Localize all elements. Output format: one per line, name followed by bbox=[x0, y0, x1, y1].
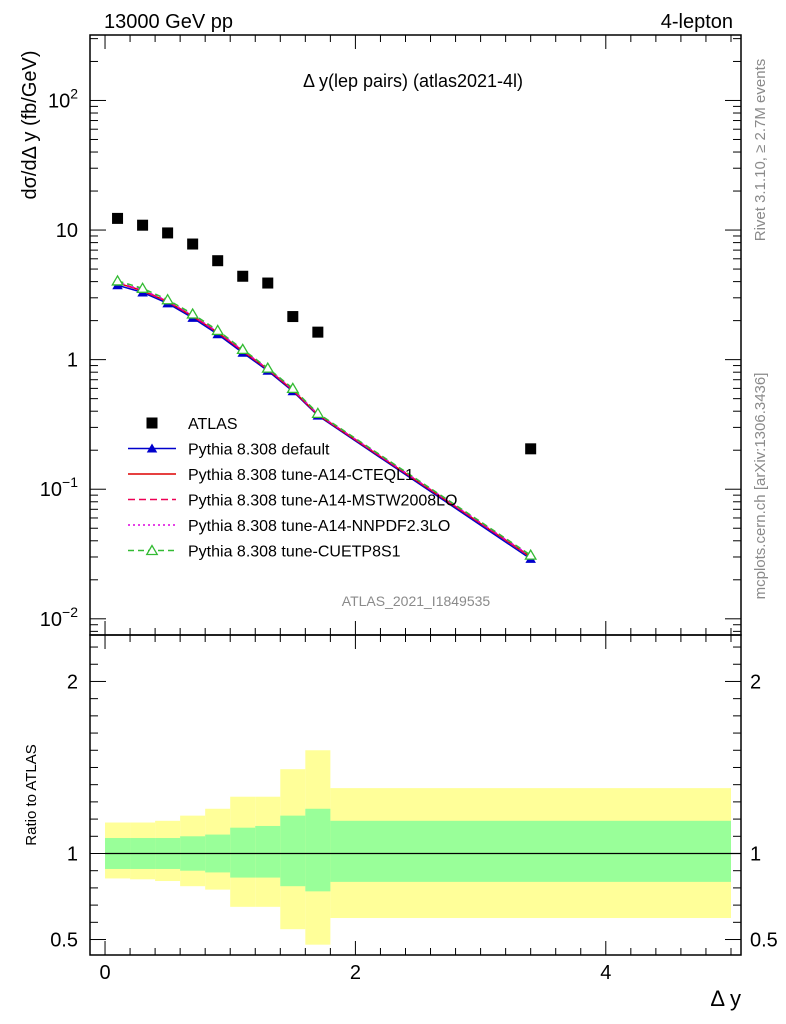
series-line bbox=[117, 280, 532, 556]
rivet-version-label: Rivet 3.1.10, ≥ 2.7M events bbox=[752, 59, 769, 242]
x-tick-label: 4 bbox=[600, 962, 611, 984]
legend: ATLAS Pythia 8.308 default Pythia 8.308 tu… bbox=[128, 416, 457, 561]
mcplots-reference-label: mcplots.cern.ch [arXiv:1306.3436] bbox=[752, 373, 769, 600]
legend-entry: ATLAS bbox=[146, 416, 238, 433]
legend-entry: Pythia 8.308 tune-CUETP8S1 bbox=[128, 544, 401, 561]
main-x-ticks bbox=[104, 35, 732, 635]
ratio-y-tick-label: 2 bbox=[67, 671, 78, 693]
stat-uncertainty-band bbox=[305, 808, 331, 892]
stat-uncertainty-band bbox=[255, 825, 281, 878]
main-y-tick-label: 10 bbox=[56, 220, 78, 242]
mc-point bbox=[111, 274, 124, 286]
analysis-watermark: ATLAS_2021_I1849535 bbox=[342, 593, 491, 609]
main-y-tick-label: 10−1 bbox=[40, 474, 78, 501]
main-y-tick-label: 10−2 bbox=[40, 604, 78, 631]
ratio-y-ticks: 0.5 0.5 1 1 2 2 bbox=[50, 646, 778, 952]
ratio-x-ticks: 0 2 4 bbox=[99, 635, 732, 984]
ratio-y-tick-label-right: 0.5 bbox=[750, 930, 778, 952]
mc-point bbox=[136, 282, 149, 293]
ratio-y-tick-label: 0.5 bbox=[50, 930, 78, 952]
legend-entry: Pythia 8.308 tune-A14-NNPDF2.3LO bbox=[128, 518, 450, 535]
legend-label: Pythia 8.308 tune-A14-MSTW2008LO bbox=[188, 493, 457, 510]
ratio-y-tick-label-right: 2 bbox=[750, 671, 761, 693]
series-0 bbox=[112, 212, 537, 455]
stat-uncertainty-band bbox=[230, 827, 256, 878]
mc-point bbox=[261, 361, 275, 373]
main-panel: 10−2 10−1 1 10 102 Δ y(lep pairs) (atlas2021… bbox=[19, 34, 742, 636]
legend-label: Pythia 8.308 tune-A14-CTEQL1 bbox=[188, 467, 414, 484]
mc-point bbox=[524, 548, 538, 560]
plot-title: Δ y(lep pairs) (atlas2021-4l) bbox=[303, 71, 523, 91]
ratio-y-tick-label-right: 1 bbox=[750, 843, 761, 865]
main-y-tick-label: 102 bbox=[48, 85, 78, 112]
ratio-panel-frame bbox=[89, 634, 742, 956]
legend-entry: Pythia 8.308 default bbox=[128, 442, 330, 459]
mc-point bbox=[286, 382, 300, 394]
ratio-band-layer bbox=[105, 750, 741, 945]
legend-marker bbox=[145, 544, 159, 556]
main-y-tick-label: 1 bbox=[67, 350, 78, 372]
legend-label: ATLAS bbox=[188, 416, 238, 433]
data-point bbox=[312, 326, 324, 338]
data-point bbox=[187, 238, 199, 250]
stat-uncertainty-band bbox=[330, 820, 731, 882]
series-5 bbox=[111, 274, 538, 560]
header-energy-label: 13000 GeV pp bbox=[104, 11, 233, 33]
data-point bbox=[237, 270, 249, 282]
mc-point bbox=[161, 293, 175, 305]
mc-point bbox=[311, 407, 325, 419]
header-process-label: 4-lepton bbox=[661, 11, 733, 33]
x-tick-label: 2 bbox=[350, 962, 361, 984]
ratio-panel: 0.5 0.5 1 1 2 2 0 2 4 Ratio to ATLAS Δ y bbox=[23, 634, 778, 1011]
ratio-y-axis-label: Ratio to ATLAS bbox=[23, 744, 40, 845]
data-point bbox=[112, 212, 124, 224]
x-axis-label: Δ y bbox=[710, 986, 741, 1011]
mc-point bbox=[186, 307, 200, 319]
ratio-y-tick-label: 1 bbox=[67, 843, 78, 865]
legend-label: Pythia 8.308 default bbox=[188, 442, 330, 459]
data-point bbox=[287, 311, 299, 323]
stat-uncertainty-band bbox=[280, 815, 306, 887]
data-point bbox=[162, 227, 174, 239]
main-y-axis-label: dσ/dΔ y (fb/GeV) bbox=[19, 50, 41, 199]
main-y-ticks: 10−2 10−1 1 10 102 bbox=[40, 38, 741, 632]
mc-point bbox=[236, 343, 250, 355]
data-point bbox=[212, 255, 224, 267]
legend-label: Pythia 8.308 tune-CUETP8S1 bbox=[188, 544, 401, 561]
data-point bbox=[262, 277, 274, 289]
x-tick-label: 0 bbox=[99, 962, 110, 984]
legend-marker bbox=[146, 443, 158, 453]
main-series-layer bbox=[111, 212, 538, 563]
data-point bbox=[137, 219, 149, 231]
data-point bbox=[525, 443, 537, 455]
legend-marker bbox=[146, 417, 158, 429]
mc-point bbox=[211, 324, 225, 336]
legend-entry: Pythia 8.308 tune-A14-CTEQL1 bbox=[128, 467, 414, 484]
legend-label: Pythia 8.308 tune-A14-NNPDF2.3LO bbox=[188, 518, 450, 535]
legend-entry: Pythia 8.308 tune-A14-MSTW2008LO bbox=[128, 493, 457, 510]
